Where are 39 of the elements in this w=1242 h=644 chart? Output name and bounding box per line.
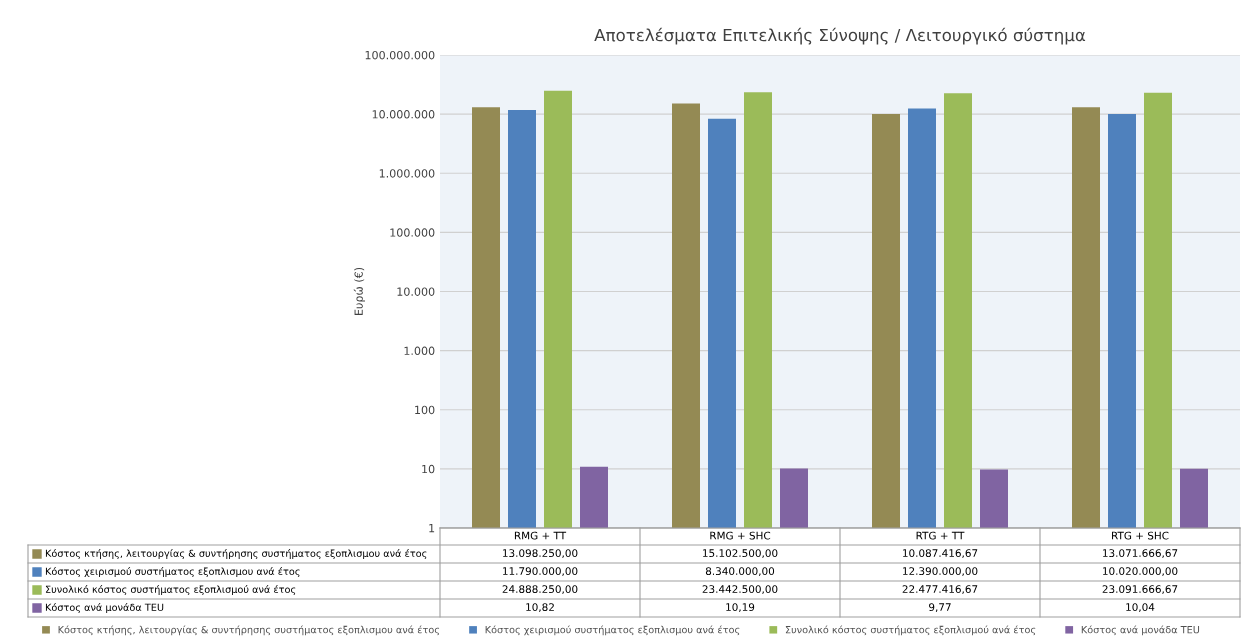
data-label: 23.091.666,67 [1102, 585, 1178, 595]
data-label: 13.098.250,00 [503, 549, 578, 559]
text: Κόστος χειρισμού συστήματος εξοπλισμου ανά έτος [45, 567, 300, 577]
x-tick-label: RMG + SHC [710, 531, 771, 540]
legend-label: Κόστος κτήσης, λειτουργίας & συντήρησης συστήματος εξοπλισμου ανά έτος [45, 549, 427, 559]
data-label: 10,19 [726, 603, 755, 613]
y-tick-label: 100.000.000 [365, 50, 435, 60]
data-label: 22.477.416,67 [902, 585, 978, 595]
text: Συνολικό κόστος συστήματος εξοπλισμού ανά έτος [45, 585, 296, 595]
data-label: 10,82 [526, 603, 554, 613]
data-label: 11.790.000,00 [503, 567, 578, 577]
y-tick-label: 10.000.000 [372, 110, 435, 119]
y-tick-label: 1.000 [404, 346, 435, 355]
data-label: 10.020.000,00 [1103, 567, 1178, 577]
data-label: 24.888.250,00 [502, 585, 578, 595]
y-tick-label: 100.000 [390, 228, 435, 237]
text: Κόστος ανά μονάδα TEU [45, 603, 164, 613]
data-label: 8.340.000,00 [705, 567, 775, 577]
y-axis-title: Ευρώ (€) [353, 267, 365, 315]
x-tick-label: RTG + SHC [1112, 531, 1169, 540]
text: Κόστος κτήσης, λειτουργίας & συντήρησης συστήματος εξοπλισμου ανά έτος [58, 625, 440, 636]
data-label: 12.390.000,00 [903, 567, 978, 577]
data-label: 10,04 [1126, 603, 1155, 613]
y-tick-label: 10 [422, 464, 435, 474]
y-tick-label: 1 [429, 524, 435, 533]
x-tick-label: RTG + TT [916, 531, 965, 540]
data-label: 13.071.666,67 [1103, 549, 1178, 559]
y-tick-label: 10.000 [397, 287, 435, 296]
y-tick-label: 100 [415, 405, 435, 415]
data-label: 15.102.500,00 [703, 549, 778, 559]
y-tick-label: 1.000.000 [379, 169, 435, 178]
x-tick-label: RMG + TT [514, 531, 567, 540]
data-label: 10.087.416,67 [903, 549, 978, 559]
legend-label: Κόστος χειρισμού συστήματος εξοπλισμου ανά έτος [485, 625, 740, 636]
legend-label: Κόστος ανά μονάδα TEU [1081, 625, 1200, 636]
data-label: 9,77 [929, 603, 951, 613]
data-label: 23.442.500,00 [702, 585, 778, 595]
legend-label: Συνολικό κόστος συστήματος εξοπλισμού ανά έτος [785, 625, 1036, 636]
chart-title: Αποτελέσματα Επιτελικής Σύνοψης / Λειτουργικό σύστημα [594, 27, 1086, 45]
